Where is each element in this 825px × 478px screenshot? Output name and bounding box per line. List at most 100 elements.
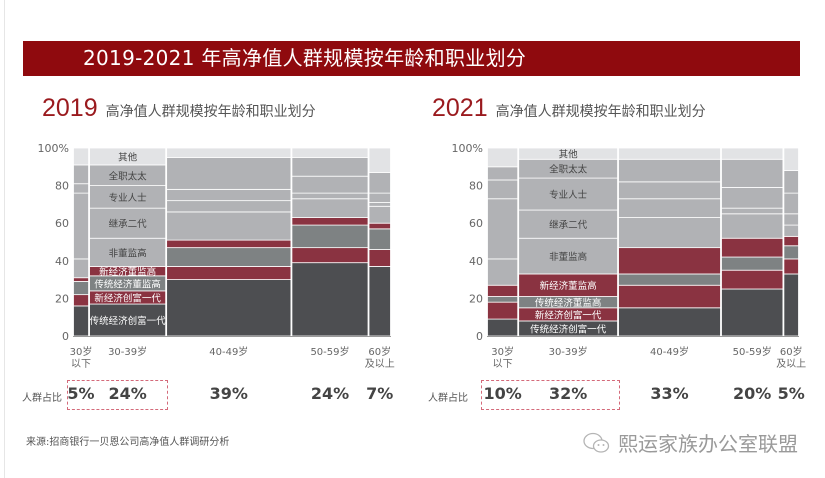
share-value: 5% <box>67 384 95 403</box>
bar-segment <box>291 156 369 177</box>
bar-segment <box>73 147 89 166</box>
bar-segment <box>518 209 618 239</box>
bar-segment <box>518 147 618 160</box>
y-tick-label: 80 <box>469 180 483 193</box>
brand-watermark: 熙运家族办公室联盟 <box>582 428 798 457</box>
bar-segment <box>291 192 369 200</box>
highlight-box <box>67 380 169 410</box>
bar-segment <box>618 181 721 200</box>
bar-segment <box>783 147 799 171</box>
bar-segment <box>166 147 292 158</box>
bar-segment <box>721 158 784 188</box>
x-tick-label: 30岁 <box>491 345 514 358</box>
x-tick-label: 50-59岁 <box>310 345 349 358</box>
y-tick-label: 80 <box>55 180 69 193</box>
share-row-label: 人群占比 <box>22 393 62 404</box>
bar-segment <box>368 205 391 224</box>
bar-segment <box>166 266 292 281</box>
segment-label: 全职太太 <box>549 164 588 176</box>
source-note: 来源:招商银行一贝恩公司高净值人群调研分析 <box>26 437 230 448</box>
bar-segment <box>721 207 784 215</box>
bar-segment <box>166 279 292 337</box>
chart-2021-year: 2021 <box>432 94 488 122</box>
y-tick-label: 100% <box>452 142 483 155</box>
chart-2019-year: 2019 <box>42 94 98 122</box>
x-tick-label: 及以上 <box>776 358 806 370</box>
highlight-box <box>481 380 621 410</box>
bar-segment <box>783 170 799 194</box>
segment-label: 其他 <box>118 151 138 163</box>
segment-label: 传统经济董监高 <box>94 278 161 290</box>
segment-label: 新经济创富一代 <box>94 292 161 304</box>
segment-label: 新经济董监高 <box>99 266 156 278</box>
bar-segment <box>166 156 292 190</box>
wechat-icon <box>583 432 610 453</box>
share-value: 33% <box>650 384 689 403</box>
x-tick-label: 60岁 <box>368 345 391 358</box>
x-tick-label: 40-49岁 <box>650 345 689 358</box>
bar-segment <box>368 249 391 267</box>
bar-segment <box>618 158 721 183</box>
bar-segment <box>368 202 391 207</box>
share-value: 32% <box>548 384 588 403</box>
bar-segment <box>166 211 292 241</box>
share-value: 24% <box>108 384 147 403</box>
segment-label: 其他 <box>559 149 579 161</box>
segment-label: 专业人士 <box>109 192 148 204</box>
x-tick-label: 50-59岁 <box>733 345 772 358</box>
x-tick-label: 以下 <box>493 359 513 370</box>
bar-segment <box>783 192 799 215</box>
share-value: 5% <box>777 384 805 403</box>
segment-label: 非董监高 <box>549 251 587 263</box>
bar-segment <box>368 147 391 173</box>
bar-segment <box>487 318 519 337</box>
share-row-label: 人群占比 <box>428 393 468 404</box>
bar-segment <box>73 305 89 337</box>
segment-label: 新经济创富一代 <box>535 309 602 321</box>
bar-segment <box>487 179 519 200</box>
bar-segment <box>166 188 292 202</box>
bar-segment <box>487 147 519 168</box>
segment-label: 非董监高 <box>109 247 147 259</box>
bar-segment <box>73 183 89 194</box>
bar-segment <box>73 164 89 185</box>
bar-segment <box>73 294 89 307</box>
bar-segment <box>721 269 784 290</box>
bar-segment <box>721 187 784 209</box>
bar-segment <box>618 247 721 275</box>
bar-segment <box>618 147 721 160</box>
bar-segment <box>721 213 784 239</box>
chart-2019-heading: 2019 高净值人群规模按年龄和职业划分 <box>42 94 316 122</box>
bar-segment <box>618 217 721 249</box>
segment-label: 继承二代 <box>109 218 148 230</box>
chart-2021-heading: 2021 高净值人群规模按年龄和职业划分 <box>432 94 706 122</box>
segment-label: 传统经济董监高 <box>535 297 602 309</box>
y-tick-label: 0 <box>62 330 69 343</box>
share-value: 39% <box>209 384 248 403</box>
bar-segment <box>89 237 167 267</box>
bar-segment <box>721 237 784 258</box>
bar-segment <box>73 192 89 260</box>
y-tick-label: 100% <box>38 142 69 155</box>
x-tick-label: 及以上 <box>365 358 395 370</box>
bar-segment <box>487 301 519 320</box>
chart-2021-subtitle: 高净值人群规模按年龄和职业划分 <box>495 104 706 120</box>
bar-segment <box>368 228 391 250</box>
bar-segment <box>368 172 391 194</box>
bar-segment <box>291 247 369 264</box>
banner-title: 2019-2021 年高净值人群规模按年龄和职业划分 <box>23 41 800 76</box>
segment-label: 传统经济创富一代 <box>90 315 167 327</box>
bar-segment <box>368 266 391 337</box>
bar-segment <box>783 258 799 275</box>
brand-name: 熙运家族办公室联盟 <box>618 432 798 456</box>
y-tick-label: 0 <box>476 330 483 343</box>
x-tick-label: 60岁 <box>780 345 803 358</box>
bar-segment <box>783 224 799 237</box>
bar-segment <box>487 166 519 181</box>
bar-segment <box>487 198 519 260</box>
bar-segment <box>783 213 799 226</box>
bar-segment <box>487 296 519 303</box>
share-value: 7% <box>366 384 394 403</box>
